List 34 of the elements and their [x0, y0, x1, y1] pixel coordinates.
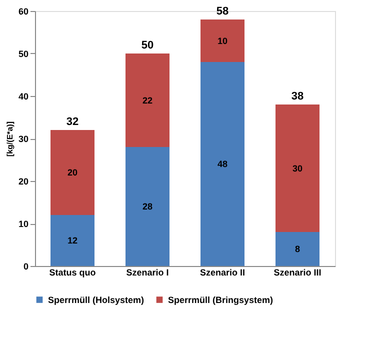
- data-label: 28: [142, 202, 153, 212]
- x-tick-label: Szenario I: [126, 268, 169, 278]
- y-tick-label: 0: [23, 262, 28, 272]
- total-label: 32: [66, 116, 79, 128]
- total-label: 50: [141, 40, 154, 52]
- y-tick-label: 50: [18, 49, 28, 59]
- total-label: 38: [291, 90, 304, 102]
- bar: [50, 215, 94, 266]
- x-tick-label: Status quo: [49, 268, 96, 278]
- bar: [200, 62, 244, 266]
- data-label: 48: [217, 159, 228, 169]
- y-tick-label: 40: [18, 92, 28, 102]
- x-tick-label: Szenario III: [274, 268, 322, 278]
- y-tick-label: 10: [18, 219, 28, 229]
- bar: [276, 232, 320, 266]
- data-label: 10: [217, 36, 228, 46]
- bar: [126, 54, 170, 147]
- legend-label: Sperrmüll (Holsystem): [48, 294, 144, 305]
- y-axis-title: [kg/(E*a)]: [5, 121, 14, 157]
- y-tick-label: 20: [18, 176, 28, 186]
- data-label: 30: [292, 163, 303, 174]
- bar: [200, 20, 244, 62]
- bar: [50, 130, 94, 215]
- bar: [276, 104, 320, 232]
- data-label: 8: [294, 244, 300, 254]
- data-label: 12: [67, 236, 78, 246]
- legend-label: Sperrmüll (Bringsystem): [168, 294, 274, 305]
- x-tick-label: Szenario II: [200, 268, 246, 278]
- bar: [126, 147, 170, 266]
- y-tick-label: 60: [18, 6, 28, 16]
- data-label: 22: [142, 95, 153, 106]
- y-tick-label: 30: [18, 134, 28, 144]
- total-label: 58: [216, 6, 229, 18]
- data-label: 20: [67, 168, 78, 178]
